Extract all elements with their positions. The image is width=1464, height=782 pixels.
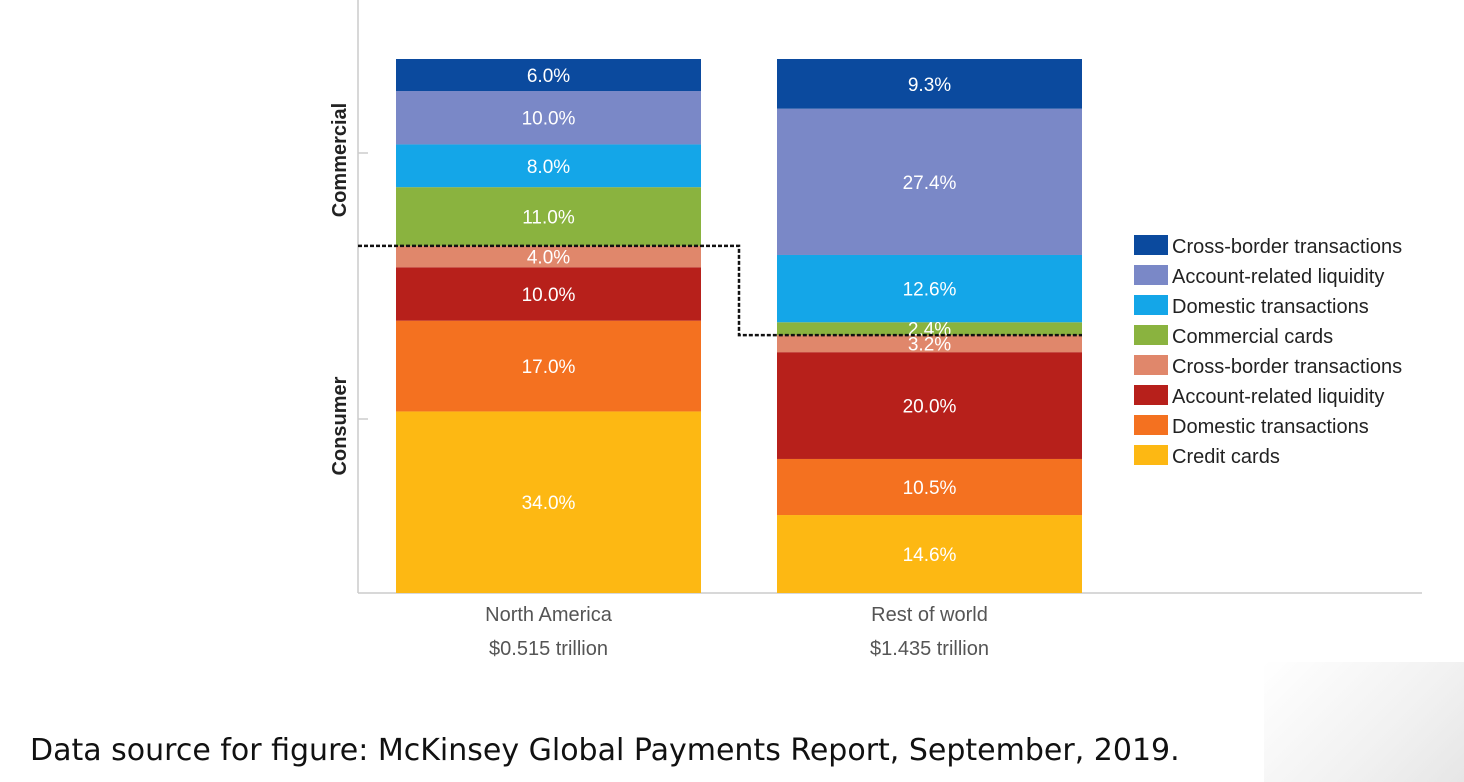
- legend-label-consumer-credit-cards: Credit cards: [1172, 446, 1280, 468]
- data-source-note: Data source for figure: McKinsey Global …: [30, 733, 1180, 768]
- segment-label-rest-of-world-consumer-domestic-transactions: 10.5%: [903, 478, 957, 499]
- corner-glare: [1264, 662, 1464, 782]
- bar-segment-north-america-consumer-account-related-liquidity: [396, 267, 701, 321]
- bar-segment-rest-of-world-commercial-cross-border-transactions: [777, 59, 1082, 109]
- segment-label-north-america-consumer-credit-cards: 34.0%: [522, 493, 576, 514]
- segment-label-north-america-commercial-cross-border-transactions: 6.0%: [527, 66, 570, 87]
- group-label-consumer: Consumer: [329, 376, 351, 475]
- bar-segment-north-america-commercial-commercial-cards: [396, 187, 701, 246]
- bar-segment-rest-of-world-consumer-cross-border-transactions: [777, 335, 1082, 353]
- category-label-rest-of-world: Rest of world: [871, 604, 988, 626]
- bar-segment-north-america-consumer-cross-border-transactions: [396, 245, 701, 268]
- segment-label-rest-of-world-consumer-credit-cards: 14.6%: [903, 545, 957, 566]
- bar-segment-north-america-commercial-cross-border-transactions: [396, 59, 701, 92]
- bar-segment-rest-of-world-consumer-credit-cards: [777, 515, 1082, 593]
- legend-swatch-consumer-credit-cards: [1134, 445, 1168, 465]
- legend-swatch-commercial-domestic-transactions: [1134, 295, 1168, 315]
- category-total-rest-of-world: $1.435 trillion: [870, 638, 989, 660]
- segment-label-rest-of-world-commercial-cross-border-transactions: 9.3%: [908, 75, 951, 96]
- legend-swatch-consumer-account-related-liquidity: [1134, 385, 1168, 405]
- segment-label-north-america-commercial-account-related-liquidity: 10.0%: [522, 109, 576, 130]
- bar-segment-rest-of-world-commercial-account-related-liquidity: [777, 108, 1082, 255]
- bar-segment-rest-of-world-consumer-account-related-liquidity: [777, 352, 1082, 459]
- legend: Cross-border transactions Account-related…: [1134, 235, 1402, 468]
- legend-label-commercial-commercial-cards: Commercial cards: [1172, 326, 1333, 348]
- legend-swatch-consumer-domestic-transactions: [1134, 415, 1168, 435]
- segment-label-north-america-consumer-domestic-transactions: 17.0%: [522, 357, 576, 378]
- bar-segment-rest-of-world-commercial-domestic-transactions: [777, 254, 1082, 323]
- segment-label-rest-of-world-consumer-account-related-liquidity: 20.0%: [903, 397, 957, 418]
- segment-labels: 34.0% 17.0% 10.0% 4.0% 11.0% 8.0% 10.0% 6.0% 14.…: [522, 66, 957, 566]
- legend-label-consumer-account-related-liquidity: Account-related liquidity: [1172, 386, 1384, 408]
- segment-label-north-america-consumer-cross-border-transactions: 4.0%: [527, 248, 570, 269]
- segment-label-north-america-commercial-commercial-cards: 11.0%: [522, 208, 575, 229]
- category-labels: North America $0.515 trillion Rest of worl…: [485, 604, 989, 660]
- legend-swatch-commercial-cross-border-transactions: [1134, 235, 1168, 255]
- bar-segment-rest-of-world-consumer-domestic-transactions: [777, 458, 1082, 516]
- category-label-north-america: North America: [485, 604, 613, 626]
- legend-swatch-consumer-cross-border-transactions: [1134, 355, 1168, 375]
- legend-label-consumer-domestic-transactions: Domestic transactions: [1172, 416, 1369, 438]
- bar-segment-north-america-commercial-account-related-liquidity: [396, 91, 701, 145]
- segment-label-north-america-consumer-account-related-liquidity: 10.0%: [522, 285, 576, 306]
- legend-swatch-commercial-account-related-liquidity: [1134, 265, 1168, 285]
- group-label-commercial: Commercial: [329, 103, 351, 218]
- legend-swatch-commercial-commercial-cards: [1134, 325, 1168, 345]
- bar-segment-north-america-consumer-credit-cards: [396, 411, 701, 593]
- segment-label-rest-of-world-commercial-commercial-cards: 2.4%: [908, 320, 951, 341]
- segment-label-north-america-commercial-domestic-transactions: 8.0%: [527, 157, 570, 178]
- bars: [396, 59, 1082, 593]
- segment-label-rest-of-world-commercial-account-related-liquidity: 27.4%: [903, 173, 957, 194]
- legend-label-commercial-account-related-liquidity: Account-related liquidity: [1172, 266, 1384, 288]
- segment-label-rest-of-world-consumer-cross-border-transactions: 3.2%: [908, 335, 951, 356]
- category-total-north-america: $0.515 trillion: [489, 638, 608, 660]
- legend-label-commercial-cross-border-transactions: Cross-border transactions: [1172, 236, 1402, 258]
- legend-label-commercial-domestic-transactions: Domestic transactions: [1172, 296, 1369, 318]
- bar-segment-north-america-consumer-domestic-transactions: [396, 320, 701, 412]
- bar-segment-north-america-commercial-domestic-transactions: [396, 144, 701, 188]
- bar-segment-rest-of-world-commercial-commercial-cards: [777, 322, 1082, 336]
- segment-label-rest-of-world-commercial-domestic-transactions: 12.6%: [903, 280, 957, 301]
- legend-label-consumer-cross-border-transactions: Cross-border transactions: [1172, 356, 1402, 378]
